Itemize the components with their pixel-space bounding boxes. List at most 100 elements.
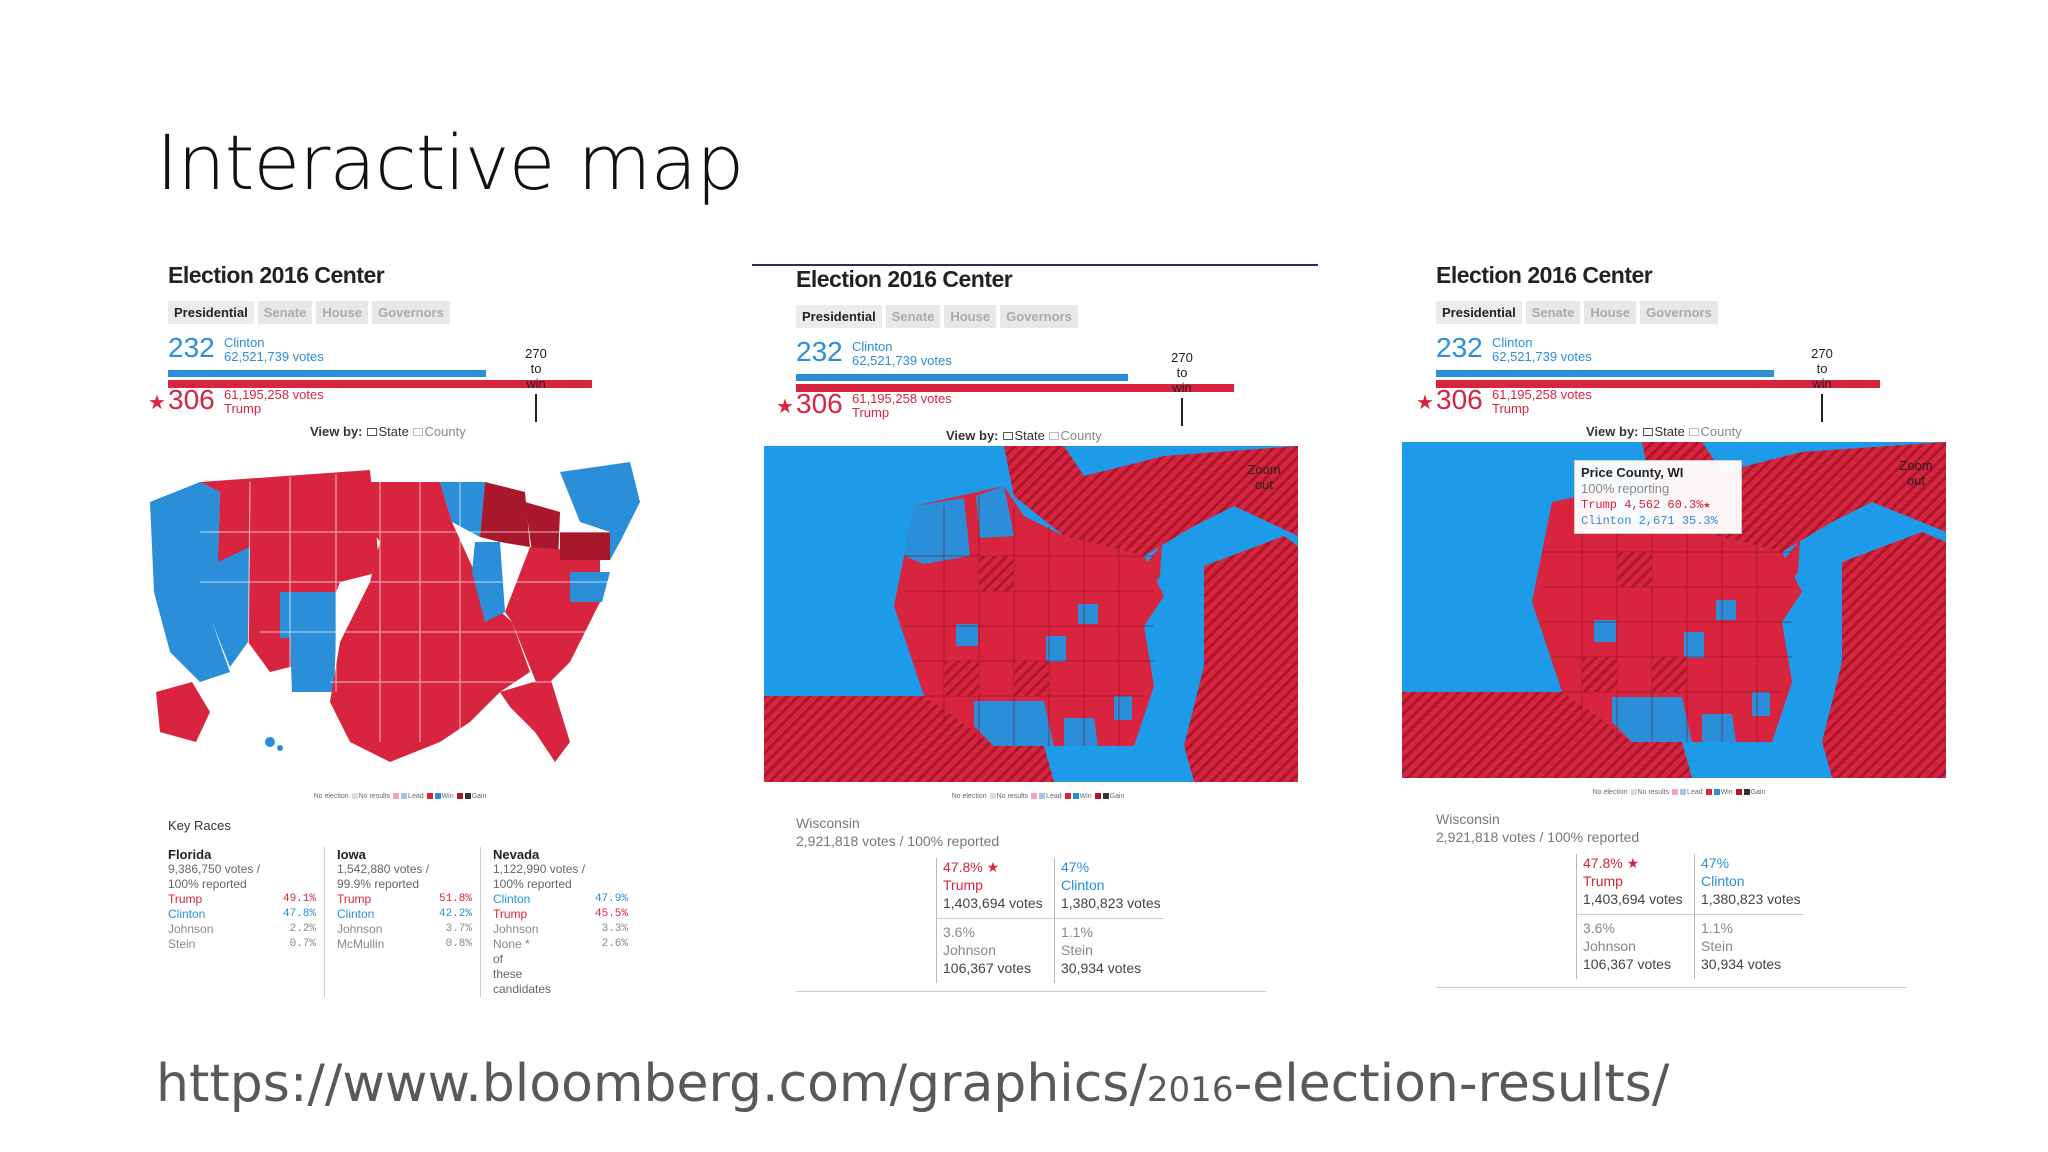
election-center-title: Election 2016 Center [796,266,1013,292]
race-note: candidates [493,982,552,996]
state-checkbox[interactable] [1642,428,1653,436]
slide-title: Interactive map [156,118,744,207]
race-state: Nevada [493,847,540,862]
trump-label: 61,195,258 votes Trump [1492,387,1592,416]
tab-governors[interactable]: Governors [372,301,450,324]
state-name: Wisconsin [796,815,860,831]
clinton-label: Clinton 62,521,739 votes [1492,335,1592,364]
race-candidate-row: Stein 0.7% [168,937,316,951]
us-map-svg[interactable] [140,442,660,782]
trump-name: Trump [224,401,262,416]
tab-presidential[interactable]: Presidential [1436,301,1522,324]
race-candidate-row: Clinton 42.2% [337,907,472,921]
tab-senate[interactable]: Senate [257,301,313,324]
key-race-nevada[interactable]: Nevada 1,122,990 votes /100% reported Clin… [480,847,636,997]
johnson-result: 3.6% Johnson 106,367 votes [936,918,1054,983]
race-meta: 1,542,880 votes / [337,862,430,876]
to-win-line [1821,394,1823,422]
tooltip-clinton-row: Clinton 2,671 35.3% [1581,514,1718,528]
race-candidate-row: Clinton 47.8% [168,907,316,921]
county-checkbox[interactable] [1048,432,1059,440]
to-win-line [535,394,537,422]
panel-divider-line [752,264,1318,266]
race-meta: 99.9% reported [337,877,420,891]
race-note: these [493,967,523,981]
tab-senate[interactable]: Senate [1525,301,1581,324]
key-race-iowa[interactable]: Iowa 1,542,880 votes /99.9% reported Trump… [324,847,480,997]
trump-electoral-votes: 306 [796,388,843,419]
race-tabs: Presidential Senate House Governors [796,305,1322,328]
race-candidate-row: McMullin 0.8% [337,937,472,951]
race-candidate-row: Johnson 3.7% [337,922,472,936]
tab-governors[interactable]: Governors [1000,305,1078,328]
panel-us-map: Election 2016 Center Presidential Senate… [140,250,660,997]
race-tabs: Presidential Senate House Governors [1436,301,1962,324]
source-url[interactable]: https://www.bloomberg.com/graphics/2016-… [156,1054,1670,1114]
county-checkbox[interactable] [412,428,423,436]
tab-house[interactable]: House [1584,301,1637,324]
divider [1436,987,1906,988]
trump-result: 47.8% ★ Trump 1,403,694 votes [1576,854,1694,914]
map-legend: No election No results Lead Win Gain [313,793,487,800]
to-win-line [1181,398,1183,426]
trump-electoral-votes: 306 [168,384,215,415]
to-win-marker: 270 to win [1811,346,1833,391]
to-win-marker: 270 to win [1171,350,1193,395]
winner-star-icon: ★ [148,392,166,414]
state-checkbox[interactable] [1002,432,1013,440]
race-state: Florida [168,847,212,862]
winner-star-icon: ★ [776,396,794,418]
race-meta: 1,122,990 votes / [493,862,586,876]
trump-bar [168,380,592,388]
clinton-electoral-votes: 232 [796,336,843,367]
view-state-option[interactable]: State [378,424,409,439]
clinton-name: Clinton [224,335,265,350]
clinton-bar [168,370,486,377]
trump-popular-votes: 61,195,258 votes [224,387,324,402]
stein-result: 1.1% Stein 30,934 votes [1694,914,1804,979]
key-race-florida[interactable]: Florida 9,386,750 votes /100% reported Tru… [168,847,324,997]
tab-house[interactable]: House [316,301,369,324]
county-tooltip: Price County, WI 100% reporting Trump 4,… [1574,460,1742,534]
electoral-tally: 232 Clinton 62,521,739 votes ★ 306 61,195… [1408,332,1962,442]
race-tabs: Presidential Senate House Governors [168,301,660,324]
county-checkbox[interactable] [1688,428,1699,436]
view-by-toggle: View by: State County [946,428,1102,443]
race-meta: 100% reported [168,877,247,891]
state-checkbox[interactable] [366,428,377,436]
tab-presidential[interactable]: Presidential [168,301,254,324]
key-races-columns: Florida 9,386,750 votes /100% reported Tru… [168,847,660,997]
clinton-popular-votes: 62,521,739 votes [224,349,324,364]
zoom-out-button[interactable]: Zoom out [1247,462,1281,492]
wisconsin-county-map[interactable]: Price County, WI 100% reporting Trump 4,… [1402,442,1956,796]
zoom-out-button[interactable]: Zoom out [1899,458,1933,488]
clinton-result: 47% Clinton 1,380,823 votes [1054,858,1164,918]
clinton-label: Clinton 62,521,739 votes [852,339,952,368]
wisconsin-county-map[interactable]: Zoom out No election No results Lead Win … [764,446,1312,800]
tab-governors[interactable]: Governors [1640,301,1718,324]
clinton-label: Clinton 62,521,739 votes [224,336,324,364]
key-races-title: Key Races [168,818,231,833]
race-note: of [493,952,504,966]
electoral-tally: 232 Clinton 62,521,739 votes ★ 306 61,195… [140,332,660,442]
tab-house[interactable]: House [944,305,997,328]
clinton-electoral-votes: 232 [1436,332,1483,363]
race-candidate-row: Johnson 2.2% [168,922,316,936]
clinton-electoral-votes: 232 [168,332,215,363]
wisconsin-summary: Wisconsin 2,921,818 votes / 100% reporte… [796,814,1322,850]
race-candidate-row: Johnson 3.3% [493,922,628,936]
view-by-toggle: View by: State County [310,424,466,439]
view-county-option[interactable]: County [424,424,466,439]
panel-wisconsin-tooltip: Election 2016 Center Presidential Senate… [1392,250,1962,988]
tab-presidential[interactable]: Presidential [796,305,882,328]
wisconsin-map-svg[interactable] [764,446,1312,782]
tooltip-trump-row: Trump 4,562 60.3%★ [1581,498,1711,512]
race-candidate-row: Trump 51.8% [337,892,472,906]
stein-result: 1.1% Stein 30,934 votes [1054,918,1164,983]
us-election-map[interactable]: No election No results Lead Win Gain [140,442,660,800]
trump-electoral-votes: 306 [1436,384,1483,415]
clinton-bar [796,374,1128,381]
trump-bar [796,384,1234,392]
tooltip-county-name: Price County, WI [1581,465,1684,480]
tab-senate[interactable]: Senate [885,305,941,328]
